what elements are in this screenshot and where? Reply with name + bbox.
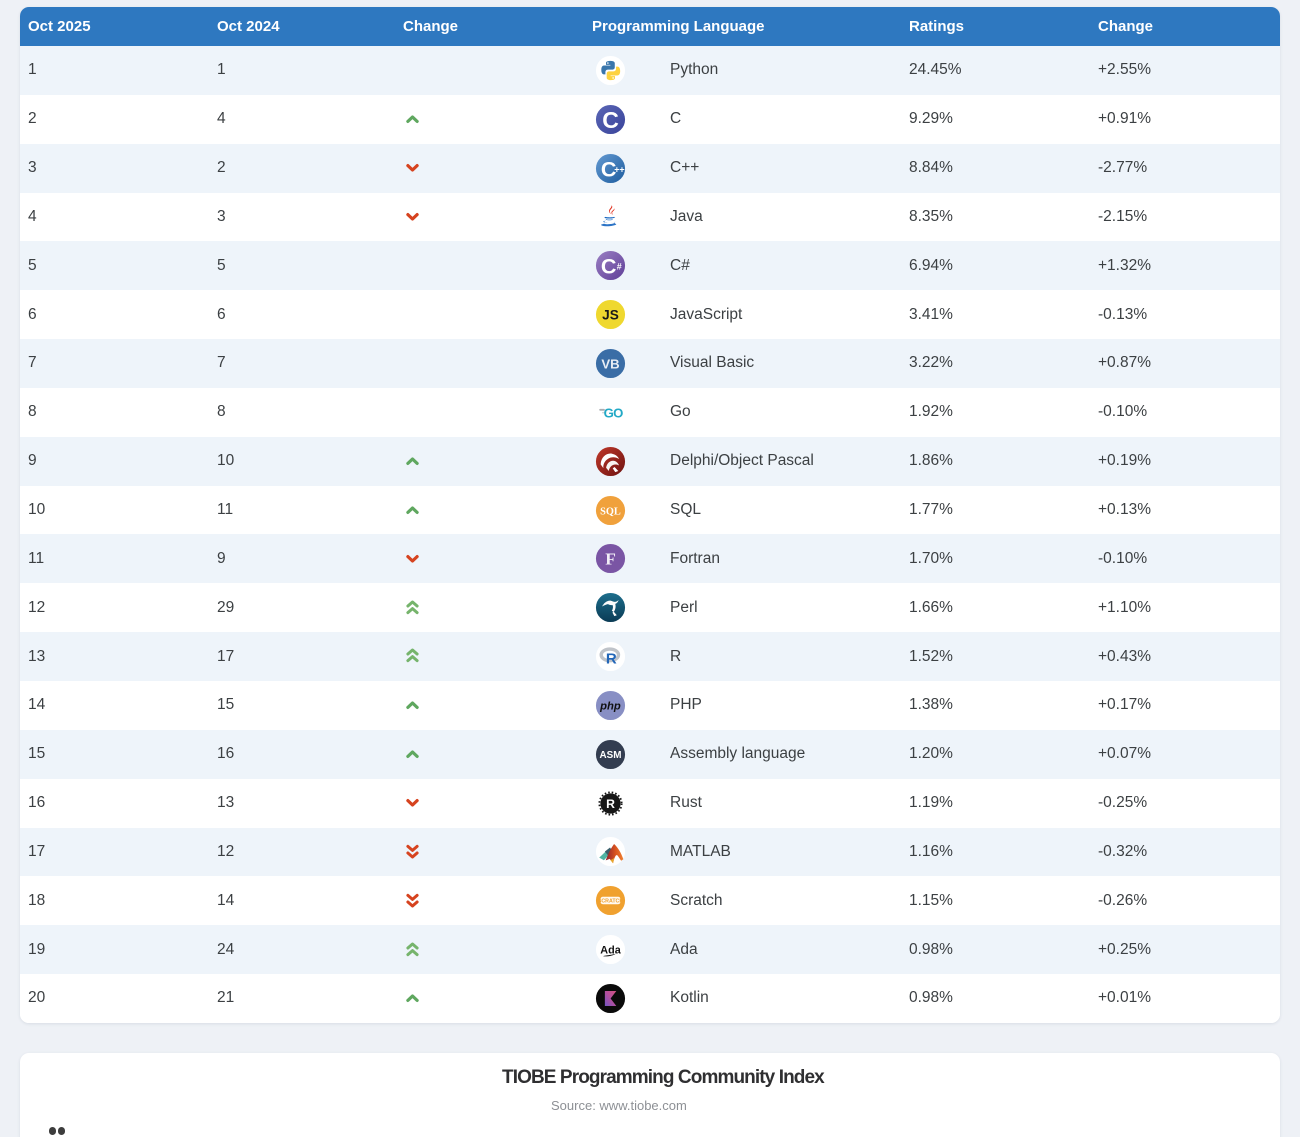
svg-text:R: R [606,797,615,811]
svg-text:++: ++ [614,164,624,174]
svg-text:ASM: ASM [600,750,622,761]
svg-text:SQL: SQL [600,506,621,517]
svg-text:C: C [601,254,617,279]
svg-text:php: php [599,700,621,712]
svg-text:R: R [606,651,617,668]
svg-text:JS: JS [602,308,619,323]
svg-text:GO: GO [604,405,623,420]
svg-text:#: # [617,262,622,272]
svg-text:C: C [602,107,619,133]
svg-text:C: C [601,156,617,181]
svg-text:Ada: Ada [600,945,621,957]
svg-text:SCRATCH: SCRATCH [598,899,623,905]
svg-text:VB: VB [601,356,619,371]
svg-text:F: F [605,550,616,569]
